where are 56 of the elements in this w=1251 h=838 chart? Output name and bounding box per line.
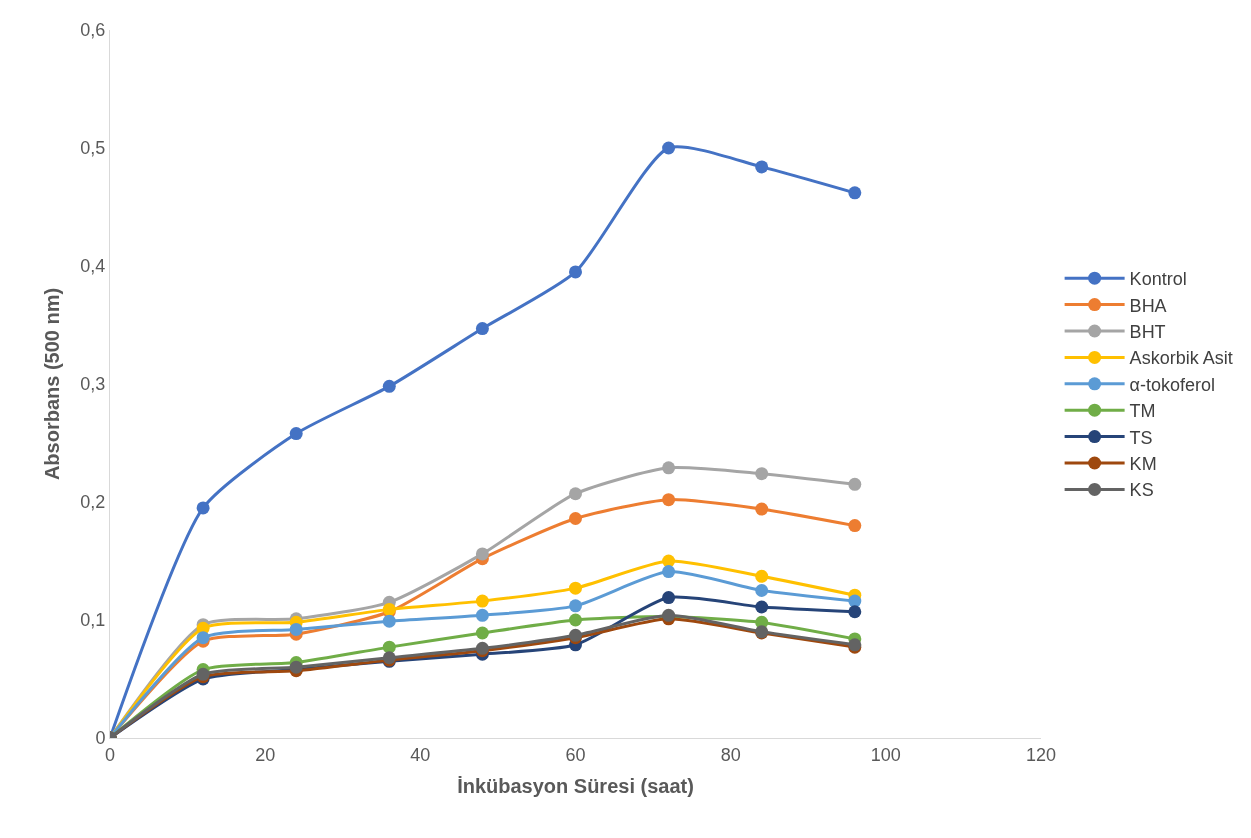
legend-label: BHA bbox=[1129, 295, 1167, 316]
point bbox=[662, 141, 676, 155]
y-tick-label: 0,3 bbox=[80, 374, 106, 395]
point bbox=[569, 613, 582, 627]
y-tick-label: 0,2 bbox=[80, 492, 106, 513]
legend-label: TS bbox=[1129, 427, 1153, 448]
legend-label: α-tokoferol bbox=[1129, 374, 1216, 395]
point bbox=[569, 512, 582, 526]
point bbox=[475, 594, 489, 608]
y-axis-title: Absorbans (500 nm) bbox=[40, 287, 63, 481]
point bbox=[755, 160, 769, 174]
point bbox=[848, 519, 862, 533]
point bbox=[755, 467, 769, 481]
point bbox=[382, 379, 396, 393]
point bbox=[382, 614, 396, 628]
point bbox=[662, 493, 676, 507]
point bbox=[569, 265, 582, 279]
legend-label: Askorbik Asit bbox=[1129, 348, 1233, 369]
y-tick-label: 0,6 bbox=[80, 20, 106, 41]
point bbox=[662, 554, 676, 568]
point bbox=[662, 461, 676, 475]
point bbox=[196, 501, 210, 515]
point bbox=[475, 626, 489, 640]
x-tick-label: 20 bbox=[255, 744, 276, 765]
y-tick-label: 0,5 bbox=[80, 138, 106, 159]
y-tick-label: 0,4 bbox=[80, 256, 106, 277]
point bbox=[755, 569, 769, 583]
point bbox=[755, 584, 769, 597]
point bbox=[848, 605, 862, 619]
legend-label: Kontrol bbox=[1129, 269, 1187, 290]
y-tick-label: 0 bbox=[95, 728, 106, 749]
point bbox=[569, 487, 582, 501]
y-tick-label: 0,1 bbox=[80, 610, 106, 631]
point bbox=[569, 581, 582, 595]
legend-label: KS bbox=[1129, 480, 1154, 501]
point bbox=[848, 186, 862, 200]
x-tick-label: 120 bbox=[1025, 744, 1057, 765]
point bbox=[755, 502, 769, 516]
point bbox=[475, 322, 489, 336]
point bbox=[289, 622, 303, 636]
point bbox=[475, 547, 489, 561]
x-tick-label: 80 bbox=[720, 744, 741, 765]
legend-label: BHT bbox=[1129, 322, 1166, 343]
legend-label: KM bbox=[1129, 454, 1157, 475]
x-axis-title: İnkübasyon Süresi (saat) bbox=[457, 775, 694, 798]
legend-label: TM bbox=[1129, 401, 1156, 422]
point bbox=[755, 600, 769, 614]
point bbox=[475, 608, 489, 622]
x-tick-label: 40 bbox=[410, 744, 431, 765]
x-tick-label: 60 bbox=[565, 744, 586, 765]
point bbox=[289, 427, 303, 441]
point bbox=[662, 591, 676, 605]
point bbox=[848, 477, 862, 491]
point bbox=[569, 599, 582, 613]
x-tick-label: 100 bbox=[870, 744, 901, 765]
point bbox=[662, 565, 676, 579]
